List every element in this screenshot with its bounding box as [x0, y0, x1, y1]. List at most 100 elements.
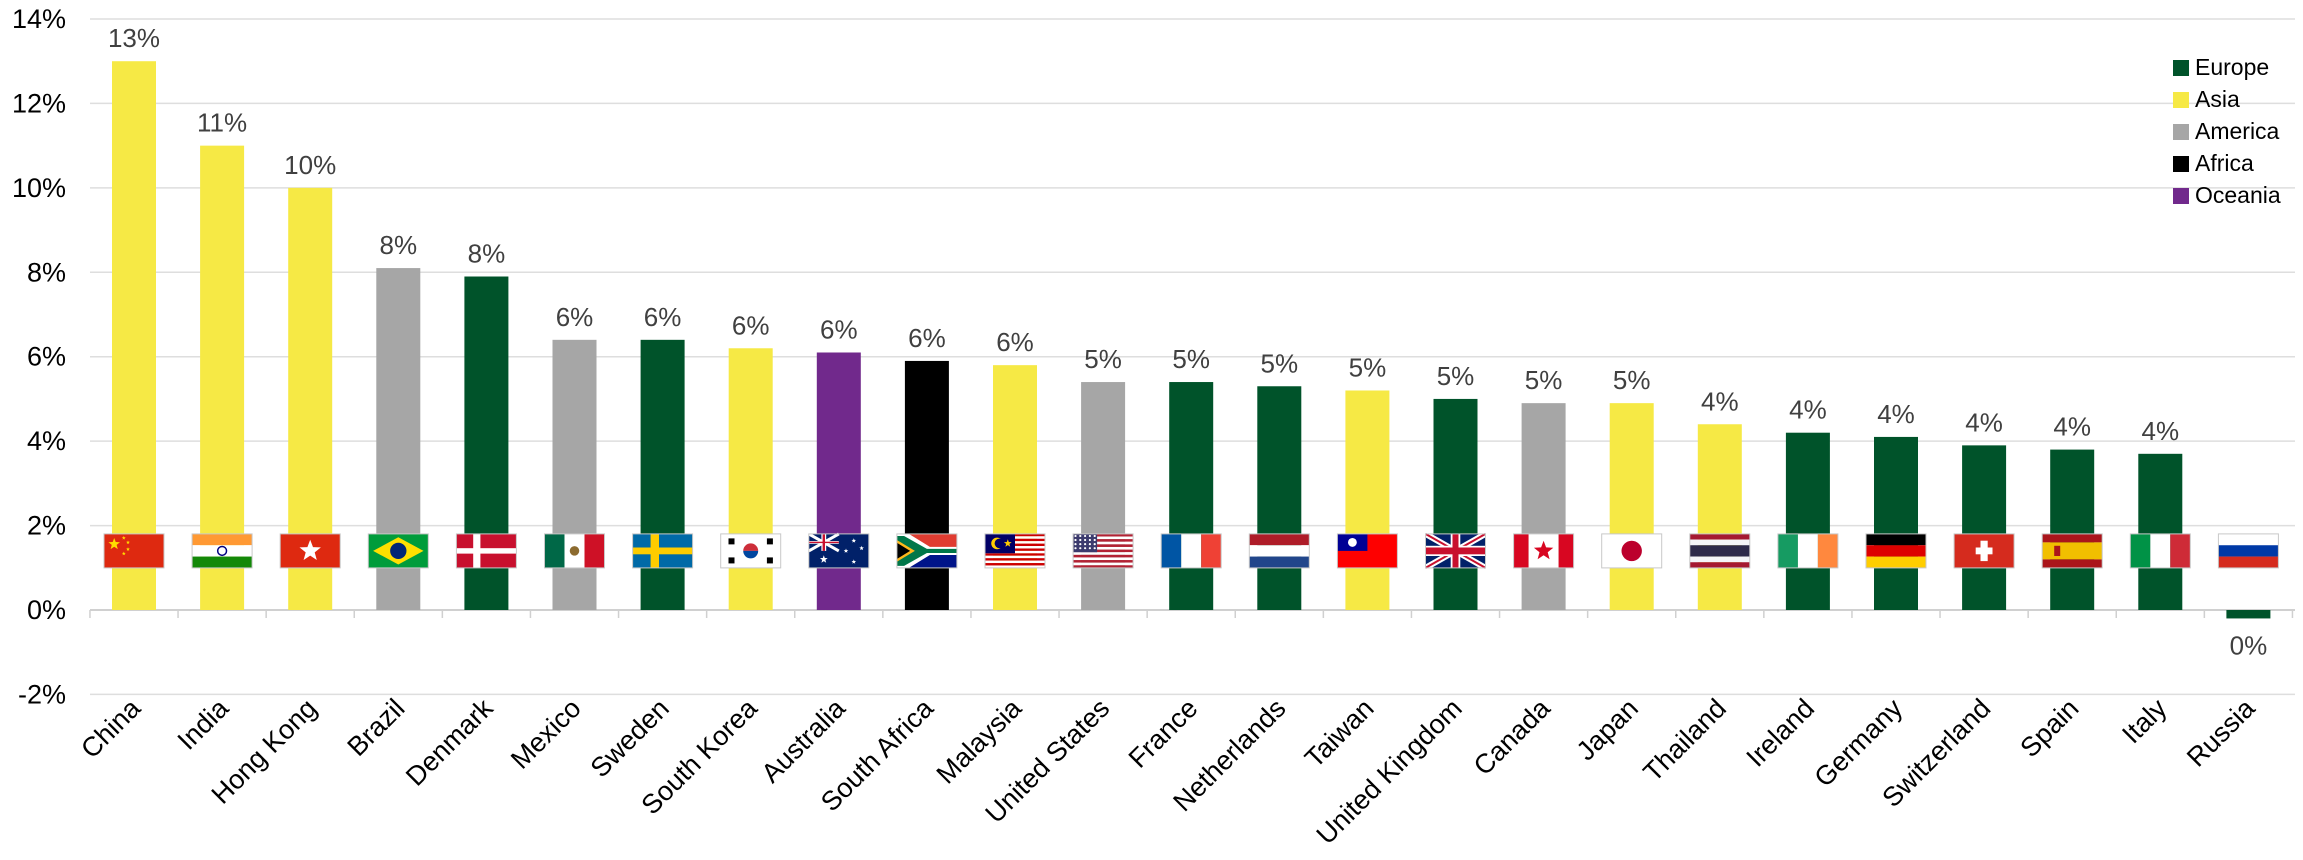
south-africa-flag-icon	[897, 534, 957, 568]
bar-netherlands	[1257, 386, 1301, 610]
x-category-label: Russia	[2181, 692, 2261, 772]
y-tick-label: 0%	[27, 595, 66, 625]
bar-china	[112, 61, 156, 610]
italy-flag-icon	[2130, 534, 2190, 568]
netherlands-flag-icon	[1249, 534, 1309, 568]
flags	[104, 534, 2278, 568]
legend-swatch	[2173, 60, 2189, 76]
bar-france	[1169, 382, 1213, 610]
bar-japan	[1610, 403, 1654, 610]
data-label: 11%	[197, 108, 247, 138]
india-flag-icon	[192, 534, 252, 568]
legend-label: America	[2195, 118, 2280, 144]
legend-item-oceania: Oceania	[2173, 182, 2281, 208]
data-label: 6%	[732, 310, 770, 340]
bar-spain	[2050, 450, 2094, 610]
legend-swatch	[2173, 124, 2189, 140]
y-tick-label: 2%	[27, 511, 66, 541]
legend-label: Asia	[2195, 86, 2240, 112]
russia-flag-icon	[2218, 534, 2278, 568]
x-category-label: Taiwan	[1299, 693, 1380, 774]
legend-label: Europe	[2195, 54, 2269, 80]
australia-flag-icon	[809, 534, 869, 568]
bar-malaysia	[993, 365, 1037, 610]
bar-taiwan	[1345, 390, 1389, 610]
data-label: 5%	[1349, 352, 1387, 382]
data-label: 13%	[108, 23, 160, 53]
x-category-label: Japan	[1571, 693, 1644, 766]
ireland-flag-icon	[1778, 534, 1838, 568]
data-label: 6%	[996, 327, 1034, 357]
japan-flag-icon	[1602, 534, 1662, 568]
data-label: 4%	[1701, 386, 1739, 416]
data-label: 5%	[1437, 361, 1475, 391]
legend-item-europe: Europe	[2173, 54, 2269, 80]
bar-switzerland	[1962, 445, 2006, 610]
bar-canada	[1522, 403, 1566, 610]
bar-thailand	[1698, 424, 1742, 610]
germany-flag-icon	[1866, 534, 1926, 568]
data-label: 4%	[1789, 395, 1827, 425]
legend-label: Oceania	[2195, 182, 2281, 208]
bar-united-kingdom	[1434, 399, 1478, 610]
hong-kong-flag-icon	[280, 534, 340, 568]
south-korea-flag-icon	[721, 534, 781, 568]
x-category-label: Thailand	[1638, 693, 1732, 787]
bar-south-korea	[729, 348, 773, 610]
data-label: 4%	[1877, 399, 1915, 429]
x-category-label: China	[75, 692, 147, 764]
legend-swatch	[2173, 156, 2189, 172]
data-label: 5%	[1261, 348, 1299, 378]
y-tick-label: -2%	[18, 679, 66, 709]
x-category-label: Sweden	[585, 693, 675, 783]
x-category-label: Ireland	[1741, 693, 1821, 773]
x-category-label: Canada	[1468, 692, 1557, 781]
x-category-label: Spain	[2014, 693, 2084, 763]
x-category-label: Brazil	[342, 693, 411, 762]
thailand-flag-icon	[1690, 534, 1750, 568]
data-label: 10%	[284, 150, 336, 180]
taiwan-flag-icon	[1337, 534, 1397, 568]
data-label: 5%	[1084, 344, 1122, 374]
y-tick-label: 14%	[12, 4, 66, 34]
spain-flag-icon	[2042, 534, 2102, 568]
bar-ireland	[1786, 433, 1830, 610]
mexico-flag-icon	[545, 534, 605, 568]
x-category-label: Denmark	[400, 693, 499, 792]
y-tick-label: 4%	[27, 426, 66, 456]
china-flag-icon	[104, 534, 164, 568]
switzerland-flag-icon	[1954, 534, 2014, 568]
legend: Europe Asia America Africa Oceania	[2173, 54, 2281, 208]
data-label: 5%	[1613, 365, 1651, 395]
x-category-label: India	[172, 692, 235, 755]
bar-russia	[2226, 610, 2270, 618]
united-kingdom-flag-icon	[1426, 534, 1486, 568]
legend-item-asia: Asia	[2173, 86, 2240, 112]
data-label: 6%	[644, 302, 682, 332]
data-label: 5%	[1172, 344, 1210, 374]
data-label: 0%	[2230, 630, 2268, 660]
united-states-flag-icon	[1073, 534, 1133, 568]
bar-united-states	[1081, 382, 1125, 610]
bar-australia	[817, 352, 861, 610]
bar-germany	[1874, 437, 1918, 610]
y-tick-label: 8%	[27, 257, 66, 287]
x-category-label: France	[1123, 693, 1204, 774]
bar-sweden	[641, 340, 685, 610]
data-label: 4%	[1965, 407, 2003, 437]
malaysia-flag-icon	[985, 534, 1045, 568]
x-category-label: Mexico	[505, 693, 587, 775]
y-tick-label: 12%	[12, 88, 66, 118]
brazil-flag-icon	[368, 534, 428, 568]
legend-swatch	[2173, 92, 2189, 108]
bar-italy	[2138, 454, 2182, 610]
y-axis-ticks: -2% 0% 2% 4% 6% 8% 10% 12% 14%	[12, 4, 66, 709]
legend-label: Africa	[2195, 150, 2254, 176]
bar-mexico	[553, 340, 597, 610]
y-tick-label: 10%	[12, 173, 66, 203]
data-label: 6%	[820, 314, 858, 344]
bar-south-africa	[905, 361, 949, 610]
france-flag-icon	[1161, 534, 1221, 568]
sweden-flag-icon	[633, 534, 693, 568]
